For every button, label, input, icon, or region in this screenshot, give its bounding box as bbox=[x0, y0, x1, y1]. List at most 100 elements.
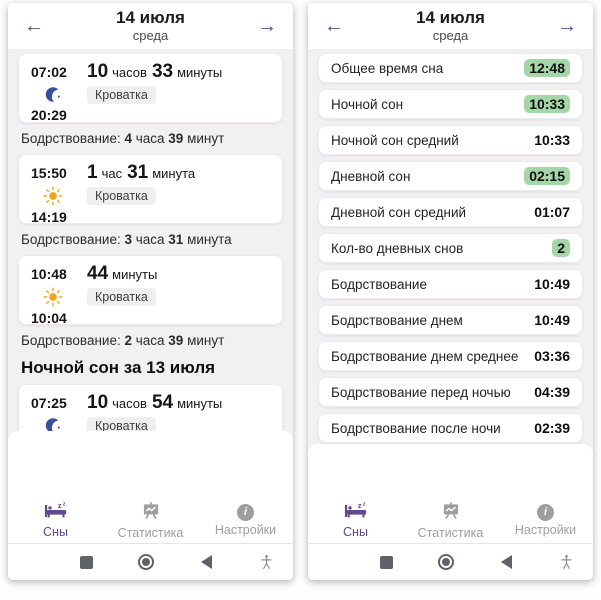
tab-stats[interactable]: Статистика bbox=[403, 501, 498, 540]
triangle-icon bbox=[501, 555, 513, 569]
stat-value: 10:49 bbox=[534, 312, 570, 328]
date-header: ← 14 июля среда → bbox=[308, 3, 593, 49]
header-weekday: среда bbox=[132, 28, 169, 44]
duration-unit: минуты bbox=[112, 267, 158, 282]
circle-icon bbox=[438, 554, 455, 570]
sun-icon bbox=[43, 287, 63, 307]
duration-unit: минуты bbox=[177, 65, 223, 80]
tab-sleeps[interactable]: z z Сны bbox=[308, 501, 403, 539]
tab-settings[interactable]: i Настройки bbox=[198, 503, 293, 537]
android-home-button[interactable] bbox=[436, 552, 456, 572]
date-title: 14 июля среда bbox=[116, 8, 185, 44]
duration-number: 44 bbox=[87, 263, 109, 284]
sleep-card[interactable]: 15:50 1 час 31 минута Кроватка 14:19 bbox=[18, 154, 283, 224]
stat-value: 02:39 bbox=[534, 420, 570, 436]
header-date: 14 июля bbox=[116, 8, 185, 27]
sleep-card[interactable]: 10:48 44 минуты Кроватка 10:04 bbox=[18, 255, 283, 325]
android-back-button[interactable] bbox=[197, 552, 217, 572]
stat-label: Кол-во дневных снов bbox=[331, 240, 464, 256]
duration-unit: минуты bbox=[177, 396, 223, 411]
stat-value-badge: 10:33 bbox=[524, 95, 570, 113]
chart-board-icon bbox=[143, 501, 158, 519]
tab-label: Сны bbox=[343, 525, 368, 539]
bottom-tab-bar: z z Сны Статистика i Настройки bbox=[308, 497, 593, 543]
sleep-card-top-row: 10:48 44 минуты bbox=[31, 263, 270, 285]
content-cutoff-cover bbox=[8, 431, 293, 497]
square-icon bbox=[379, 555, 393, 569]
android-recents-button[interactable] bbox=[376, 552, 396, 572]
tab-label: Статистика bbox=[417, 525, 484, 540]
sleep-card-mid-row: Кроватка bbox=[31, 287, 270, 307]
moon-icon bbox=[45, 418, 60, 433]
bottom-tab-bar: z z Сны Статистика i Настройки bbox=[8, 497, 293, 543]
duration-unit: часов bbox=[112, 396, 147, 411]
sleep-start-time: 07:25 bbox=[31, 395, 67, 411]
stat-row: Дневной сон 02:15 bbox=[318, 161, 583, 191]
circle-icon bbox=[138, 554, 155, 570]
prev-day-arrow-icon[interactable]: ← bbox=[324, 15, 344, 37]
sleep-card-top-row: 15:50 1 час 31 минута bbox=[31, 162, 270, 184]
next-day-arrow-icon[interactable]: → bbox=[557, 15, 577, 37]
stat-label: Дневной сон средний bbox=[331, 204, 467, 220]
duration-number: 1 bbox=[87, 162, 98, 183]
tab-sleeps[interactable]: z z Сны bbox=[8, 501, 103, 539]
duration-number: 10 bbox=[87, 392, 109, 413]
sleep-duration: 10 часов 54 минуты bbox=[87, 392, 227, 414]
stat-row: Бодрствование 10:49 bbox=[318, 269, 583, 299]
sleep-start-time: 07:02 bbox=[31, 64, 67, 80]
triangle-icon bbox=[201, 555, 213, 569]
tab-label: Статистика bbox=[117, 525, 184, 540]
sleep-card-mid-row: Кроватка bbox=[31, 186, 270, 206]
android-home-button[interactable] bbox=[136, 552, 156, 572]
tab-stats[interactable]: Статистика bbox=[103, 501, 198, 540]
sleep-card-mid-row: Кроватка bbox=[31, 85, 270, 104]
content-cutoff-cover bbox=[308, 444, 593, 497]
stats-screen: ← 14 июля среда → Общее время сна 12:48 Но… bbox=[308, 3, 593, 580]
stat-value: 01:07 bbox=[534, 204, 570, 220]
android-accessibility-button[interactable] bbox=[557, 552, 577, 572]
stat-row: Бодрствование днем 10:49 bbox=[318, 305, 583, 335]
stats-list: Общее время сна 12:48 Ночной сон 10:33 Ночно… bbox=[308, 49, 593, 497]
sleep-list: 07:02 10 часов 33 минуты Кроватка 20:29 Бодрств… bbox=[8, 49, 293, 497]
android-recents-button[interactable] bbox=[76, 552, 96, 572]
stat-value-badge: 12:48 bbox=[524, 59, 570, 77]
next-day-arrow-icon[interactable]: → bbox=[257, 15, 277, 37]
night-sleep-icon-box bbox=[31, 85, 75, 104]
svg-text:z: z bbox=[57, 501, 61, 510]
stat-value: 04:39 bbox=[534, 384, 570, 400]
duration-number: 33 bbox=[151, 61, 174, 82]
sleep-card[interactable]: 07:02 10 часов 33 минуты Кроватка 20:29 bbox=[18, 53, 283, 123]
stat-row: Ночной сон средний 10:33 bbox=[318, 125, 583, 155]
tab-label: Настройки bbox=[214, 522, 277, 537]
wake-duration-label: Бодрствование: 4 часа 39 минут bbox=[21, 131, 225, 146]
tab-label: Настройки bbox=[514, 522, 577, 537]
prev-day-arrow-icon[interactable]: ← bbox=[24, 15, 44, 37]
moon-icon bbox=[45, 87, 60, 102]
tab-settings[interactable]: i Настройки bbox=[498, 503, 593, 537]
svg-text:z: z bbox=[62, 501, 65, 507]
date-header: ← 14 июля среда → bbox=[8, 3, 293, 49]
chart-board-icon bbox=[441, 501, 461, 524]
accessibility-person-icon bbox=[261, 554, 273, 569]
header-weekday: среда bbox=[432, 28, 469, 44]
svg-text:z: z bbox=[357, 501, 361, 510]
stat-label: Бодрствование bbox=[331, 276, 427, 292]
android-nav-bar bbox=[308, 543, 593, 580]
stat-row: Ночной сон 10:33 bbox=[318, 89, 583, 119]
sleep-card-top-row: 07:02 10 часов 33 минуты bbox=[31, 61, 270, 83]
stat-row: Бодрствование перед ночью 04:39 bbox=[318, 377, 583, 407]
sleep-duration: 1 час 31 минута bbox=[87, 162, 200, 184]
date-title: 14 июля среда bbox=[416, 8, 485, 44]
place-chip: Кроватка bbox=[87, 187, 156, 205]
place-chip: Кроватка bbox=[87, 288, 156, 306]
chart-board-icon bbox=[141, 501, 161, 524]
stat-row: Общее время сна 12:48 bbox=[318, 53, 583, 83]
stat-row: Кол-во дневных снов 2 bbox=[318, 233, 583, 263]
sleep-end-time: 14:19 bbox=[31, 209, 67, 224]
svg-text:z: z bbox=[362, 501, 365, 507]
android-back-button[interactable] bbox=[497, 552, 517, 572]
stat-value: 10:33 bbox=[534, 132, 570, 148]
android-accessibility-button[interactable] bbox=[257, 552, 277, 572]
